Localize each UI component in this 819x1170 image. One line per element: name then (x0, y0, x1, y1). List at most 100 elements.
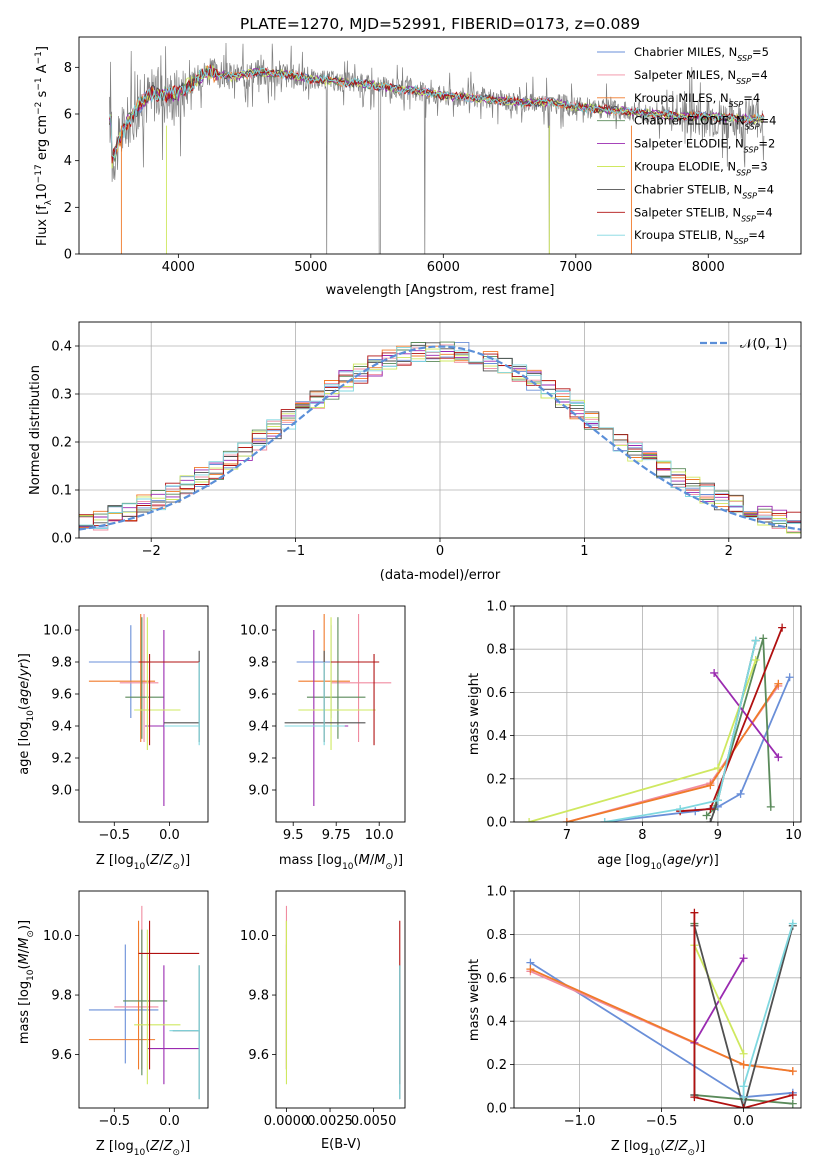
y-tick-label: 8 (64, 61, 72, 76)
x-tick-label: 0.0000 (264, 1114, 310, 1129)
y-tick-label: 9.4 (248, 720, 269, 735)
y-tick-label: 9.0 (51, 784, 72, 799)
legend-label-kroupa_elodie: Kroupa ELODIE, NSSP=3 (634, 160, 768, 178)
weight-marker-kroupa_miles (706, 781, 715, 790)
y-axis-label-weight-vs-age: mass weight (467, 673, 482, 755)
weight-lines-weight_vs_Z (526, 908, 797, 1108)
y-tick-label: 10.0 (240, 624, 269, 639)
axes-frame (275, 890, 406, 1109)
x-tick-label: 7000 (559, 260, 592, 275)
y-tick-label: 0.3 (51, 388, 72, 403)
legend-label-salpeter_stelib: Salpeter STELIB, NSSP=4 (634, 205, 773, 223)
gaussian-curve (79, 345, 801, 531)
weight-marker-kroupa_miles (739, 1060, 748, 1069)
x-tick-label: 4000 (162, 260, 195, 275)
y-tick-label: 9.6 (51, 688, 72, 703)
axes-age_vs_mass: 9.5 9.75 10.0 9.0 9.2 9.4 9.6 9.8 10.0 (240, 605, 406, 843)
x-tick-label: 0.0050 (351, 1114, 397, 1129)
x-tick-label: −1 (286, 544, 305, 559)
axes-frame (275, 605, 406, 823)
weight-marker-kroupa_stelib (676, 805, 685, 814)
y-tick-label: 0.1 (51, 484, 72, 499)
weight-marker-kroupa_miles (562, 818, 571, 822)
x-tick-label: −2 (142, 544, 161, 559)
y-axis-label-weight-vs-z: mass weight (467, 959, 482, 1041)
y-tick-label: 9.8 (51, 989, 72, 1004)
y-tick-label: 9.8 (248, 989, 269, 1004)
axes-frame (78, 321, 802, 539)
weight-marker-kroupa_stelib (600, 818, 609, 822)
histogram-chabrier_stelib (79, 342, 801, 534)
model-spectrum-chabrier_stelib (109, 67, 765, 161)
y-tick-label: 0.4 (51, 340, 72, 355)
x-tick-label: 8 (638, 828, 646, 843)
x-tick-label: −0.5 (98, 1114, 130, 1129)
weight-marker-kroupa_miles (774, 679, 783, 688)
figure-title: PLATE=1270, MJD=52991, FIBERID=0173, z=0… (240, 15, 640, 33)
axes-frame (513, 890, 802, 1109)
weight-line-salpeter_stelib (693, 912, 794, 1108)
legend-label-gaussian: 𝒩(0, 1) (740, 337, 787, 352)
weight-line-chabrier_elodie (706, 638, 772, 817)
y-tick-label: 0.8 (486, 928, 507, 943)
y-tick-label: 2 (64, 201, 72, 216)
histogram-salpeter_miles (79, 344, 801, 533)
weight-marker-chabrier_miles (691, 807, 700, 816)
errorbars-mass_vs_ebv (285, 905, 401, 1100)
errorbars-mass_vs_Z (88, 905, 200, 1100)
weight-marker-kroupa_stelib (739, 1093, 748, 1102)
weight-marker-chabrier_miles (736, 789, 745, 798)
y-tick-label: 0.0 (51, 532, 72, 547)
axes-frame (78, 36, 802, 255)
y-axis-label: Flux [fλ10−17 erg cm−2 s−1 A−1] (34, 46, 54, 246)
weight-line-kroupa_elodie (693, 944, 745, 1055)
axes-frame (78, 605, 209, 823)
axes-mass_vs_Z: −0.5 0.0 9.6 9.8 10.0 (43, 890, 209, 1129)
x-tick-label: 0.0 (159, 1114, 180, 1129)
y-tick-label: 10.0 (43, 929, 72, 944)
weight-marker-salpeter_elodie (739, 954, 748, 963)
legend-label-kroupa_stelib: Kroupa STELIB, NSSP=4 (634, 228, 765, 246)
weight-marker-chabrier_elodie (766, 802, 775, 811)
x-tick-label: 2 (725, 544, 733, 559)
x-tick-label: −0.5 (98, 828, 130, 843)
x-tick-label: 0.0025 (307, 1114, 353, 1129)
y-tick-label: 1.0 (486, 600, 507, 615)
legend-label-salpeter_elodie: Salpeter ELODIE, NSSP=2 (634, 137, 775, 155)
y-tick-label: 9.6 (51, 1048, 72, 1063)
y-tick-label: 10.0 (43, 624, 72, 639)
legend-label-salpeter_miles: Salpeter MILES, NSSP=4 (634, 68, 768, 86)
y-tick-label: 0.4 (486, 729, 507, 744)
x-axis-label-mass-vs-z: Z [log10(Z/Z⊙)] (96, 1139, 190, 1158)
weight-marker-chabrier_elodie (759, 634, 768, 643)
errorbars-age_vs_Z (88, 614, 200, 806)
weight-marker-salpeter_elodie (774, 753, 783, 762)
axes-frame (513, 605, 802, 823)
axes-weight_vs_Z: −1.0 −0.5 0.0 0.0 0.2 0.4 0.6 0.8 1.0 (486, 885, 802, 1129)
x-tick-label: 7 (563, 828, 571, 843)
y-tick-label: 0.6 (486, 686, 507, 701)
x-tick-label: −0.5 (646, 1114, 678, 1129)
legend-spectrum: Chabrier MILES, NSSP=5 Salpeter MILES, NS… (597, 45, 776, 246)
errorbars-age_vs_mass (284, 614, 392, 806)
weight-marker-kroupa_elodie (739, 1049, 748, 1058)
weight-marker-salpeter_elodie (710, 668, 719, 677)
weight-marker-chabrier_elodie (788, 1099, 797, 1108)
x-tick-label: 9 (714, 828, 722, 843)
weight-marker-salpeter_stelib (706, 805, 715, 814)
weight-marker-kroupa_elodie (751, 656, 760, 664)
y-tick-label: 0.4 (486, 1015, 507, 1030)
x-tick-label: 10 (785, 828, 802, 843)
histogram-kroupa_miles (79, 345, 801, 531)
y-tick-label: 0.2 (51, 436, 72, 451)
y-tick-label: 9.8 (248, 656, 269, 671)
weight-marker-kroupa_elodie (713, 764, 722, 772)
weight-line-salpeter_elodie (713, 672, 780, 758)
x-axis-label-age-vs-z: Z [log10(Z/Z⊙)] (96, 853, 190, 872)
y-axis-label-mass-vs-z: mass [log10(M/M⊙)] (17, 920, 36, 1044)
x-tick-label: 8000 (692, 260, 725, 275)
x-tick-label: 0.0 (159, 828, 180, 843)
weight-line-kroupa_stelib (604, 640, 757, 822)
weight-marker-chabrier_miles (785, 673, 794, 682)
